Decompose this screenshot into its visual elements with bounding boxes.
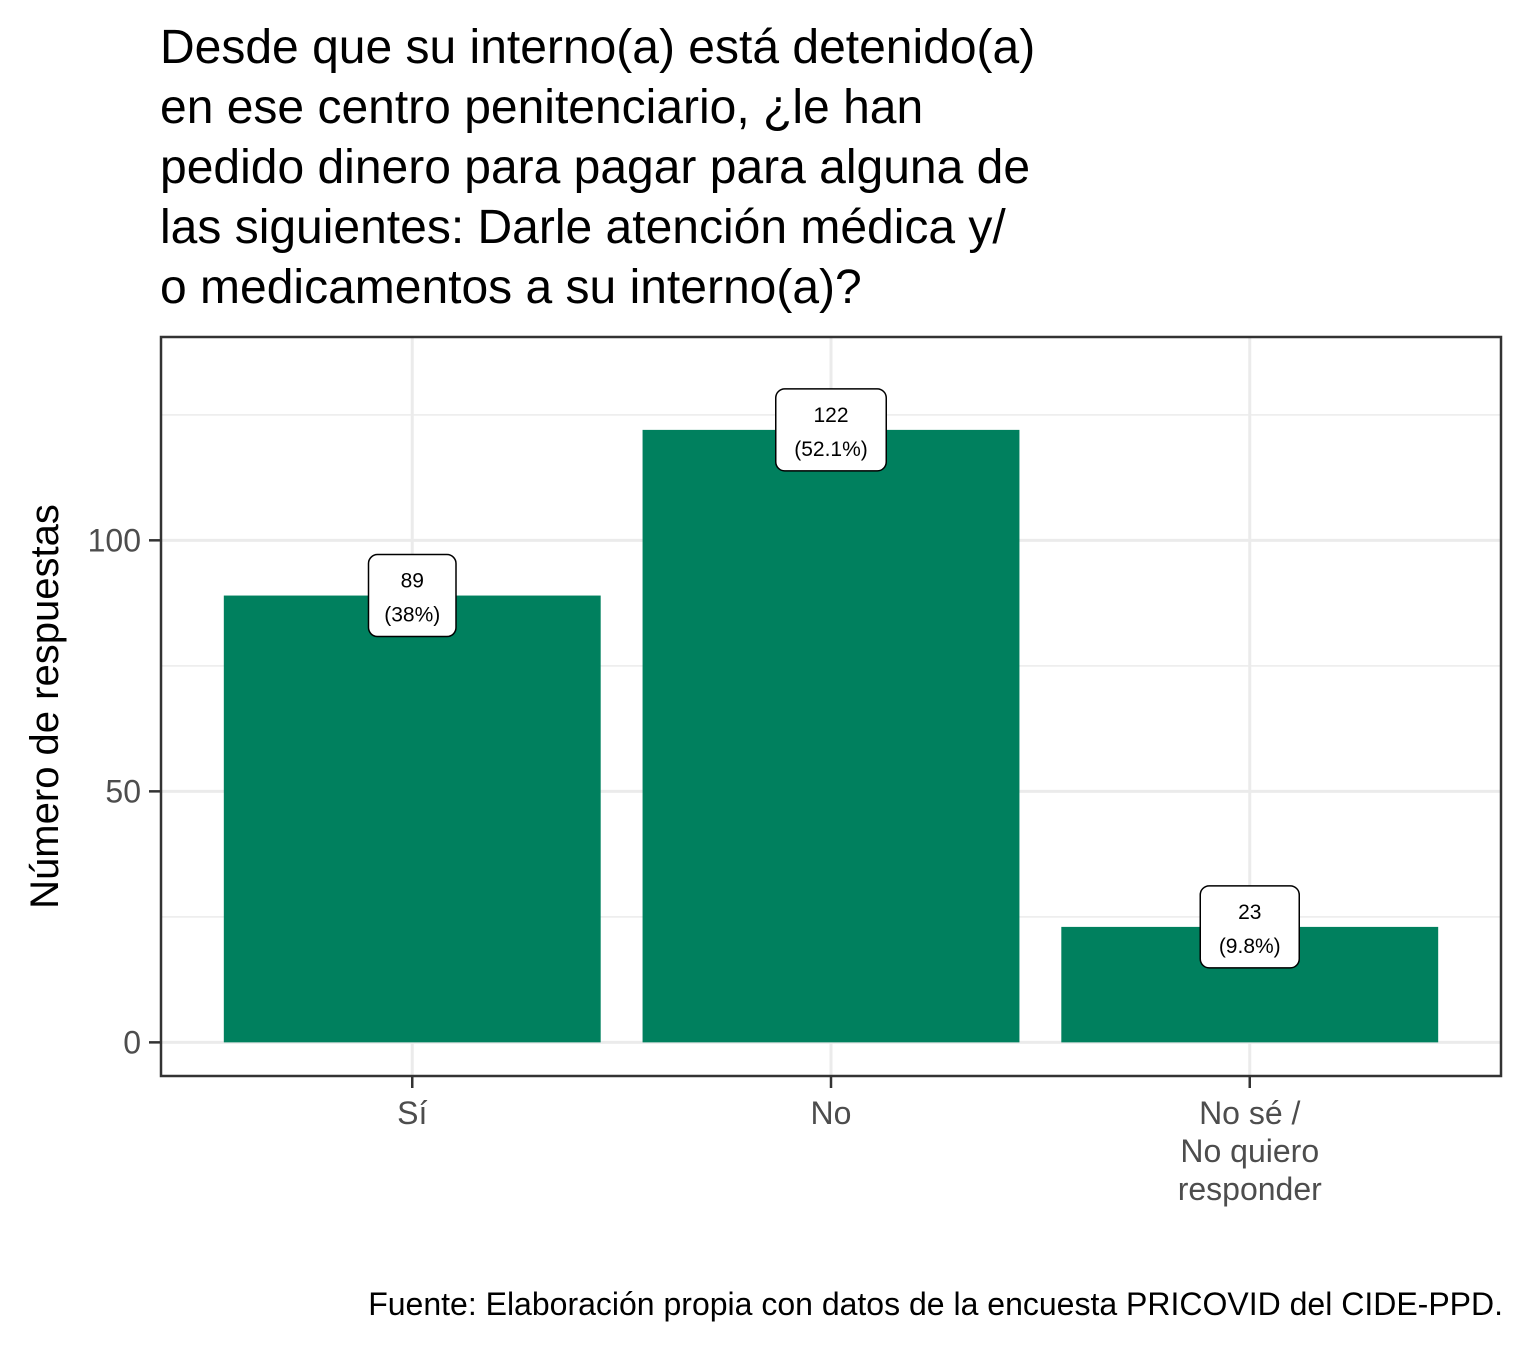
y-axis-title: Número de respuestas	[23, 504, 67, 909]
x-tick-label: No	[811, 1095, 852, 1131]
y-tick-label: 50	[105, 773, 141, 809]
data-label-box	[775, 388, 887, 472]
y-tick-label: 100	[88, 522, 141, 558]
data-labels-layer: 89 (38%) 122 (52.1%) 23 (9.8%)	[367, 388, 1300, 969]
title-line: o medicamentos a su interno(a)?	[160, 261, 862, 314]
x-tick-label-line: responder	[1178, 1171, 1322, 1207]
bars-layer	[223, 429, 1439, 1043]
title-line: Desde que su interno(a) está detenido(a)	[160, 21, 1036, 74]
data-label-percent: (9.8%)	[1219, 935, 1281, 958]
x-tick-label-line: No quiero	[1180, 1133, 1319, 1169]
y-tick-label: 0	[123, 1024, 141, 1060]
x-axis: Sí No No sé / No quiero responder	[397, 1076, 1322, 1207]
data-label-percent: (52.1%)	[794, 438, 868, 461]
x-tick-label: No sé / No quiero responder	[1178, 1095, 1322, 1207]
data-label-count: 122	[813, 404, 848, 427]
data-label-count: 23	[1238, 901, 1261, 924]
x-tick-label-line: No sé /	[1199, 1095, 1300, 1131]
title-line: las siguientes: Darle atención médica y/	[160, 201, 1006, 254]
y-axis: 0 50 100	[88, 522, 161, 1060]
chart-caption: Fuente: Elaboración propia con datos de …	[368, 1286, 1503, 1322]
title-line: en ese centro penitenciario, ¿le han	[160, 81, 924, 134]
x-tick-label-line: No	[811, 1095, 852, 1131]
data-label-count: 89	[401, 570, 424, 593]
data-label-percent: (38%)	[384, 604, 440, 627]
chart-title: Desde que su interno(a) está detenido(a)…	[160, 18, 1260, 318]
data-label-box	[367, 553, 457, 638]
bar	[642, 429, 1020, 1043]
data-label-box	[1199, 885, 1300, 969]
x-tick-label: Sí	[397, 1095, 427, 1131]
x-tick-label-line: Sí	[397, 1095, 427, 1131]
bar	[223, 595, 601, 1043]
title-line: pedido dinero para pagar para alguna de	[160, 141, 1031, 194]
